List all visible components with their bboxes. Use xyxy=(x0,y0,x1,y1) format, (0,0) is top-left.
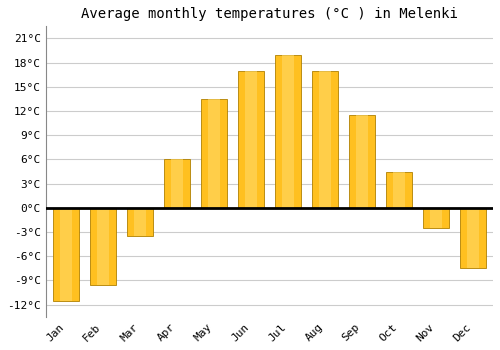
Bar xyxy=(164,160,190,208)
Bar xyxy=(60,208,72,301)
Bar xyxy=(460,208,485,268)
Bar xyxy=(423,208,448,228)
Bar xyxy=(275,55,300,208)
Bar xyxy=(467,208,478,268)
Bar xyxy=(90,208,116,285)
Bar xyxy=(312,71,338,208)
Bar xyxy=(134,208,145,236)
Bar xyxy=(171,160,182,208)
Bar xyxy=(53,208,79,301)
Bar xyxy=(127,208,153,236)
Bar xyxy=(386,172,411,208)
Bar xyxy=(356,115,368,208)
Bar xyxy=(238,71,264,208)
Bar xyxy=(349,115,374,208)
Bar xyxy=(201,99,227,208)
Bar xyxy=(393,172,404,208)
Bar xyxy=(282,55,294,208)
Bar xyxy=(430,208,442,228)
Bar xyxy=(319,71,330,208)
Bar xyxy=(245,71,256,208)
Title: Average monthly temperatures (°C ) in Melenki: Average monthly temperatures (°C ) in Me… xyxy=(81,7,458,21)
Bar xyxy=(208,99,220,208)
Bar xyxy=(97,208,108,285)
